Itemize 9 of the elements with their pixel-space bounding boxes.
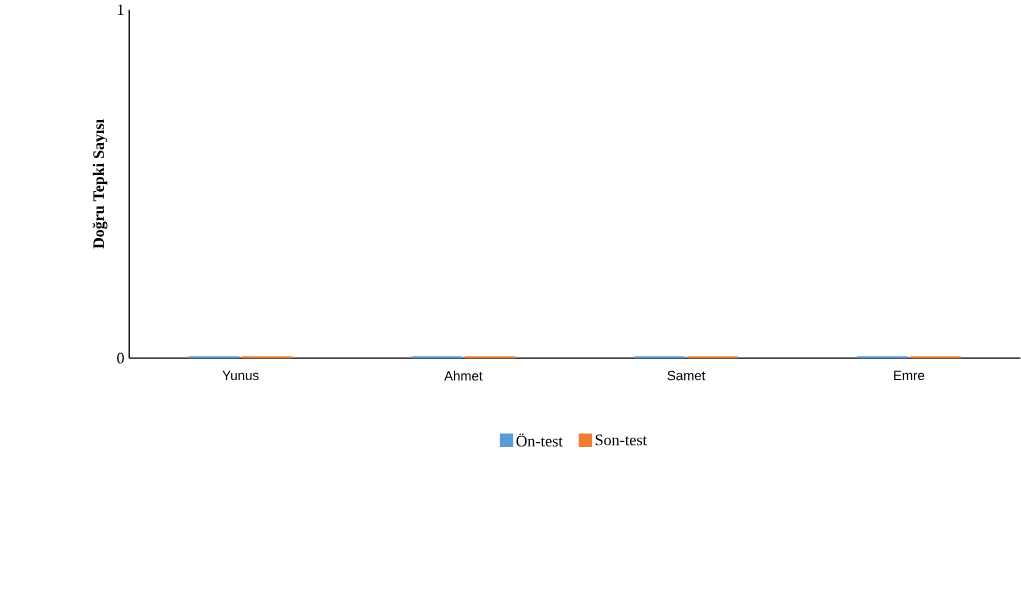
y-axis-title: Doğru Tepki Sayısı xyxy=(92,119,108,249)
x-tick-label: Emre xyxy=(894,370,925,381)
y-tick-label: 0 xyxy=(117,352,124,364)
x-tick-label: Ahmet xyxy=(444,370,483,381)
y-tick-label: 1 xyxy=(117,4,124,15)
x-tick-label: Samet xyxy=(667,370,706,381)
legend-label: Ön-test xyxy=(516,433,563,447)
x-tick-label: Yunus xyxy=(222,370,259,381)
legend-label: Son-test xyxy=(595,434,647,446)
